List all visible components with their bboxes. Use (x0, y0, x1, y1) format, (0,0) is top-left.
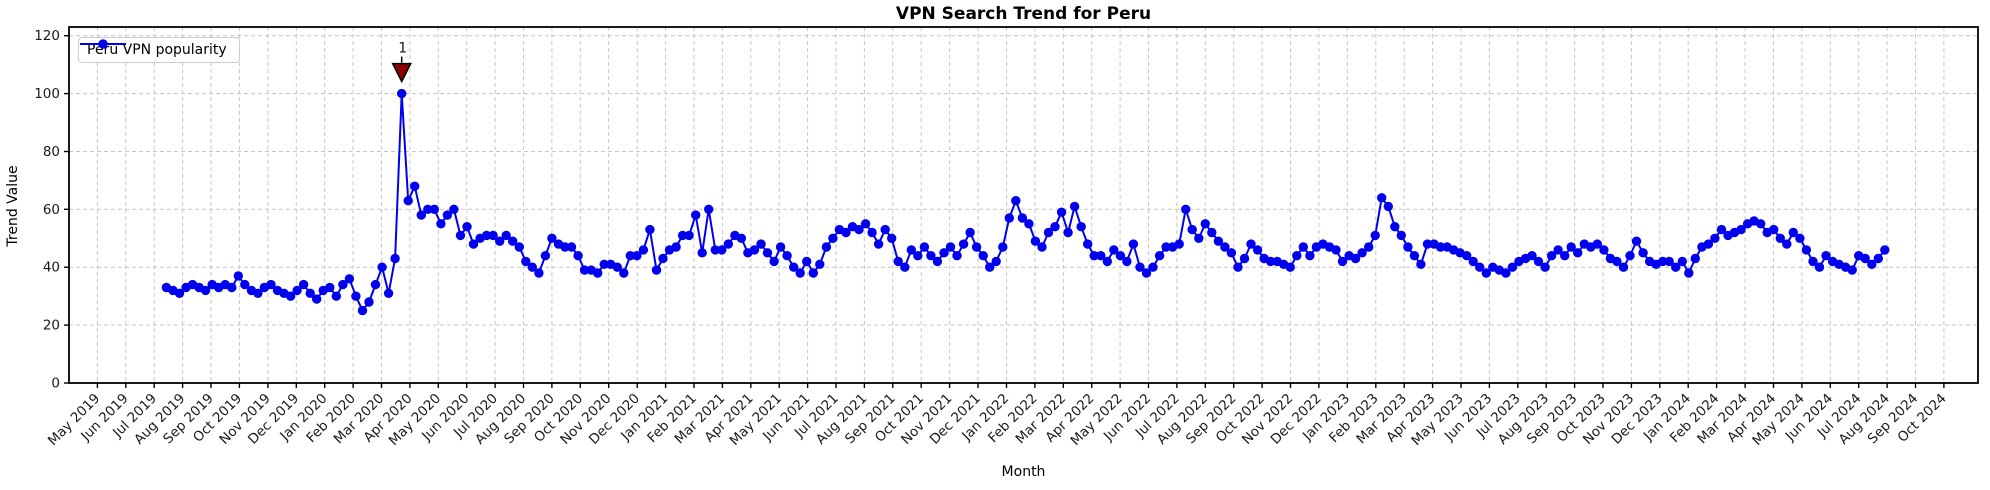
svg-text:0: 0 (51, 376, 60, 392)
svg-text:120: 120 (34, 28, 60, 44)
peak-annotation: 1 (391, 41, 412, 84)
grid (69, 27, 1978, 384)
y-axis-label: Trend Value (5, 165, 21, 247)
svg-text:100: 100 (34, 86, 60, 102)
legend: Peru VPN popularity (78, 37, 240, 63)
data-series-line (165, 92, 1886, 312)
legend-label: Peru VPN popularity (87, 42, 227, 58)
data-series-points (161, 88, 1890, 316)
legend-line-marker-icon (80, 39, 126, 49)
svg-text:60: 60 (43, 202, 60, 218)
axis-ticks (64, 35, 1945, 388)
annotation-label: 1 (398, 41, 407, 57)
x-axis-label: Month (1001, 464, 1046, 480)
chart-title: VPN Search Trend for Peru (895, 4, 1152, 24)
svg-text:20: 20 (43, 318, 60, 334)
svg-text:40: 40 (43, 260, 60, 276)
plot-border (68, 26, 1979, 384)
y-tick-labels: 0 20 40 60 80 100 120 (34, 28, 60, 391)
svg-text:80: 80 (43, 144, 60, 160)
annotation-triangle-down-icon (391, 62, 412, 84)
